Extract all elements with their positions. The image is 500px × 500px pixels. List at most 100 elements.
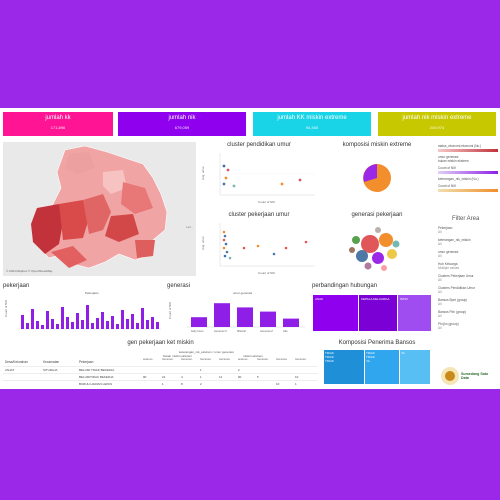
kpi-kk-miskin[interactable]: jumlah KK miskin extreme 94,365 [253,112,371,136]
scatter-point[interactable] [222,182,226,186]
treemap-cell-anak[interactable]: ANAK [313,295,358,331]
scatter-point[interactable] [242,246,246,250]
scatter-point[interactable] [226,168,230,172]
bar[interactable] [106,321,109,329]
bar[interactable] [51,319,54,329]
kpi-jumlah-kk[interactable]: jumlah kk 171,896 [3,112,113,136]
bar[interactable] [283,318,299,327]
bar[interactable] [21,315,24,329]
bubble[interactable] [356,250,368,262]
bubble[interactable] [372,252,384,264]
bar[interactable] [41,325,44,329]
bansos-treemap[interactable]: TIDAK TIDAK TIDAK TIDAK TIDAK YA YA [324,350,430,384]
scatter-point[interactable] [298,178,302,182]
bar[interactable] [237,307,253,327]
generasi-bar-chart[interactable]: Count of NIK baby boom Generasi X Milenial… [167,293,307,337]
bubble[interactable] [361,235,379,253]
scatter-point[interactable] [272,252,276,256]
pekerjaan-bar-chart[interactable]: Count of NIK [3,293,163,337]
table-row[interactable]: ANJAT SITURAJA BELUM/ TIDAK BEKERJA 1 2 [3,366,318,373]
kpi-jumlah-nik[interactable]: jumlah nik 679,059 [118,112,246,136]
scatter-point[interactable] [256,244,260,248]
choropleth-map[interactable]: © 2024 Mapbox © OpenStreetMap Lati... [3,142,196,276]
treemap[interactable]: ANAK KEPALA KELUARGA ISTRI [313,295,431,331]
bar[interactable] [46,311,49,329]
scatter-point[interactable] [280,182,284,186]
scatter-point[interactable] [232,184,236,188]
bar[interactable] [56,324,59,329]
filter-item-pbi[interactable]: Pbi.jkn (group) All [438,322,498,330]
bar[interactable] [131,314,134,329]
map-region[interactable] [31,204,63,254]
bar[interactable] [111,316,114,329]
bar[interactable] [260,311,276,327]
bubble[interactable] [379,233,393,247]
bar[interactable] [136,323,139,329]
treemap-cell-kepala[interactable]: KEPALA KELUARGA [359,295,397,331]
bar[interactable] [156,322,159,329]
bar[interactable] [214,303,230,327]
scatter-point[interactable] [223,234,227,238]
map-region[interactable] [59,200,89,240]
filter-item-cluster-pekerjaan[interactable]: Clusters Pekerjaan Umur All [438,274,498,282]
filter-item-keterangan[interactable]: keterangan_nik_miskin All [438,238,498,246]
bar[interactable] [76,313,79,329]
bar[interactable] [141,308,144,329]
bar[interactable] [81,320,84,329]
bubble[interactable] [349,247,355,253]
bar[interactable] [91,323,94,329]
bar[interactable] [126,319,129,329]
map-region[interactable] [83,194,111,234]
scatter-point[interactable] [225,250,229,254]
map-region[interactable] [105,214,139,242]
bar[interactable] [121,310,124,329]
map-region[interactable] [103,170,127,194]
bansos-cell[interactable]: TIDAK TIDAK YA [365,350,399,384]
scatter-point[interactable] [222,164,226,168]
filter-item-bpnt[interactable]: Bansos Bpnt (group) All [438,298,498,306]
bansos-cell[interactable]: TIDAK TIDAK TIDAK [324,350,364,384]
table-row[interactable]: BURUH HARIAN LEPAS 1 8 2 10 1 [3,380,318,387]
filter-item-pkh[interactable]: Bansos Pkh (group) All [438,310,498,318]
bar[interactable] [96,318,99,329]
pie-komposisi[interactable] [322,148,432,205]
bar[interactable] [71,322,74,329]
bar[interactable] [26,323,29,329]
scatter-point[interactable] [224,176,228,180]
pie-slice[interactable] [363,164,377,182]
scatter-point[interactable] [228,256,232,260]
scatter-point[interactable] [284,246,288,250]
treemap-cell-istri[interactable]: ISTRI [398,295,431,331]
bar[interactable] [146,320,149,329]
map-region[interactable] [121,182,153,214]
scatter-pendidikan[interactable]: Avg. umur Count of NIK [200,148,318,205]
bubble-chart[interactable] [322,218,432,276]
bubble[interactable] [375,227,381,233]
bubble[interactable] [387,249,397,259]
scatter-point[interactable] [224,242,228,246]
scatter-point[interactable] [222,238,226,242]
filter-item-hub[interactable]: Hub Keluarga Multiple values [438,262,498,270]
bar[interactable] [116,324,119,329]
bubble[interactable] [352,236,360,244]
bubble[interactable] [392,240,400,248]
bar[interactable] [101,312,104,329]
scatter-point[interactable] [222,246,226,250]
filter-item-pekerjaan[interactable]: Pekerjaan All [438,226,498,234]
kpi-nik-miskin[interactable]: jumlah nik miskin extreme 249,974 [378,112,496,136]
bar[interactable] [86,305,89,329]
map-region[interactable] [65,152,95,174]
bar[interactable] [36,321,39,329]
map-panel[interactable]: © 2024 Mapbox © OpenStreetMap Lati... [3,142,196,276]
table-row[interactable]: BELUM/TIDAK BEKERJA 90 21 4 1 11 90 5 10 [3,373,318,380]
bubble[interactable] [364,262,372,270]
map-region[interactable] [51,246,87,268]
scatter-point[interactable] [304,240,308,244]
bar[interactable] [191,317,207,327]
bubble[interactable] [381,265,387,271]
filter-item-umur[interactable]: umur generasi All [438,250,498,258]
bar[interactable] [31,309,34,329]
bar[interactable] [61,307,64,329]
scatter-pekerjaan[interactable]: Avg. umur Count of NIK [200,218,318,276]
bar[interactable] [151,317,154,329]
